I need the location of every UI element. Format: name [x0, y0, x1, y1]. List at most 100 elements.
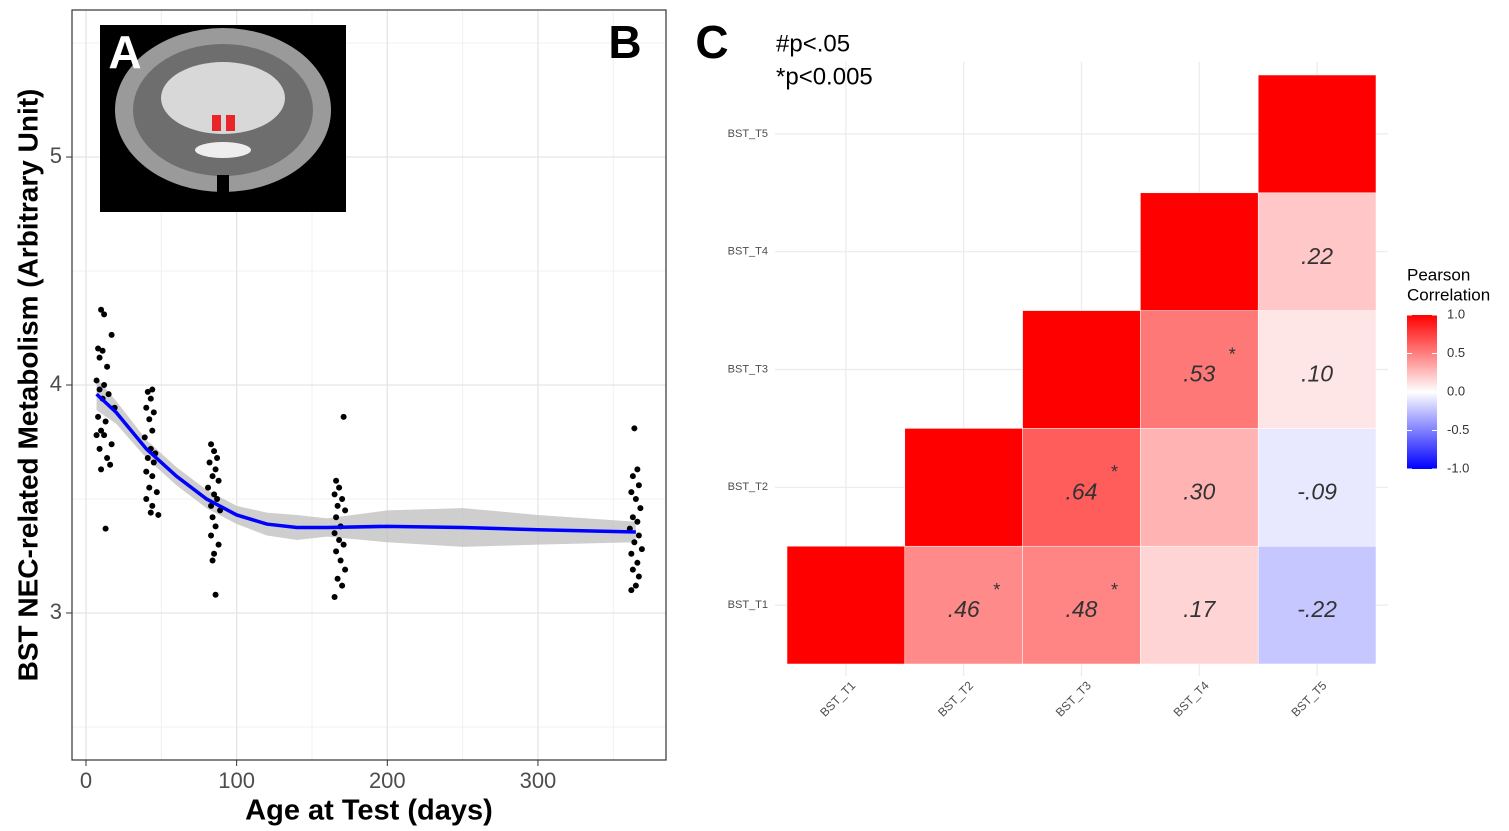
data-point — [333, 548, 340, 555]
data-point — [149, 427, 156, 434]
heatmap-cell — [1257, 428, 1377, 547]
heatmap-cell — [1257, 192, 1377, 311]
data-point — [147, 509, 154, 516]
legend-title: Correlation — [1407, 285, 1490, 304]
x-tick-label: BST_T1 — [817, 678, 858, 719]
data-point — [631, 425, 638, 432]
plot-border — [71, 9, 667, 761]
data-point — [212, 523, 219, 530]
data-point — [214, 454, 221, 461]
data-point — [629, 566, 636, 573]
significance-star: * — [993, 580, 1000, 600]
data-point — [340, 413, 347, 420]
heatmap-cell — [1022, 545, 1141, 665]
data-point — [93, 377, 100, 384]
data-point — [102, 525, 109, 532]
y-tick-label: BST_T1 — [728, 599, 768, 611]
data-point — [143, 495, 150, 502]
cell-label: .64 — [1066, 478, 1098, 504]
bst-region — [212, 115, 221, 131]
confidence-band — [96, 378, 636, 547]
data-point — [95, 413, 102, 420]
brain-shape — [195, 142, 251, 158]
heatmap-cell — [786, 545, 906, 665]
heatmap-cell — [1140, 310, 1259, 429]
annotation: #p<.05 — [776, 30, 850, 57]
brain-shape — [161, 62, 285, 134]
data-point — [631, 539, 638, 546]
data-point — [209, 514, 216, 521]
panel-label: C — [695, 16, 728, 68]
panel-label: B — [608, 16, 641, 68]
y-tick-label: 3 — [50, 599, 62, 624]
data-point — [153, 489, 160, 496]
y-axis-title: BST NEC-related Metabolism (Arbitrary Un… — [12, 89, 43, 682]
x-axis-title: Age at Test (days) — [245, 795, 493, 827]
data-point — [208, 502, 215, 509]
panel-label: A — [108, 26, 141, 78]
data-point — [104, 363, 111, 370]
data-point — [331, 530, 338, 537]
data-point — [215, 477, 222, 484]
x-tick-label: BST_T4 — [1171, 678, 1212, 719]
legend-tick-label: -0.5 — [1447, 422, 1469, 437]
y-tick-label: 5 — [50, 143, 62, 168]
data-point — [211, 448, 218, 455]
data-point — [211, 491, 218, 498]
cell-label: .53 — [1183, 361, 1215, 387]
data-point — [105, 391, 112, 398]
data-point — [331, 594, 338, 601]
data-point — [149, 473, 156, 480]
data-point — [147, 395, 154, 402]
x-tick-label: BST_T5 — [1288, 678, 1329, 719]
data-point — [634, 559, 641, 566]
cell-label: -.09 — [1297, 478, 1337, 504]
data-point — [144, 454, 151, 461]
data-point — [209, 557, 216, 564]
data-point — [98, 427, 105, 434]
y-tick-label: BST_T4 — [728, 246, 768, 258]
data-point — [205, 484, 212, 491]
data-point — [632, 495, 639, 502]
x-tick-label: 100 — [218, 768, 255, 793]
data-point — [628, 550, 635, 557]
data-point — [146, 416, 153, 423]
data-point — [96, 354, 103, 361]
y-tick-label: BST_T3 — [728, 363, 768, 375]
legend-title: Pearson — [1407, 265, 1470, 284]
cell-label: -.22 — [1297, 596, 1337, 622]
significance-star: * — [1111, 462, 1118, 482]
significance-star: * — [1229, 344, 1236, 364]
cell-label: .30 — [1183, 478, 1215, 504]
heatmap-cell — [1257, 74, 1377, 194]
legend-tick-label: -1.0 — [1447, 460, 1469, 475]
data-point — [638, 546, 645, 553]
data-point — [107, 461, 114, 468]
data-point — [333, 477, 340, 484]
cell-label: .10 — [1301, 361, 1333, 387]
heatmap-cell — [904, 428, 1023, 547]
data-point — [149, 502, 156, 509]
data-point — [628, 587, 635, 594]
data-point — [629, 473, 636, 480]
x-tick-label: 200 — [369, 768, 406, 793]
data-point — [146, 484, 153, 491]
data-point — [632, 582, 639, 589]
legend-tick-label: 0.5 — [1447, 345, 1465, 360]
data-point — [141, 434, 148, 441]
data-point — [143, 404, 150, 411]
data-point — [104, 454, 111, 461]
cell-label: .48 — [1066, 596, 1098, 622]
cell-label: .17 — [1183, 596, 1216, 622]
heatmap-cell — [1140, 192, 1259, 311]
data-point — [212, 591, 219, 598]
heatmap-cell — [1022, 310, 1141, 429]
data-point — [96, 445, 103, 452]
cell-label: .22 — [1301, 243, 1333, 269]
data-point — [95, 345, 102, 352]
data-point — [334, 502, 341, 509]
fit-line — [95, 392, 636, 534]
y-tick-label: BST_T5 — [728, 128, 768, 140]
data-point — [634, 518, 641, 525]
